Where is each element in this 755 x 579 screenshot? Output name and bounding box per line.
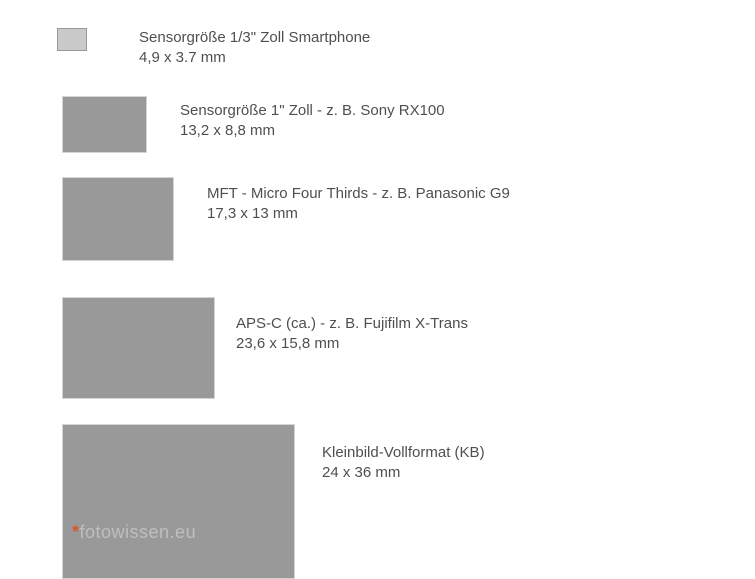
sensor-label: Kleinbild-Vollformat (KB) 24 x 36 mm	[322, 443, 485, 484]
sensor-label: MFT - Micro Four Thirds - z. B. Panasoni…	[207, 184, 510, 225]
credit-line: *fotowissen.eu	[72, 522, 196, 543]
sensor-title: MFT - Micro Four Thirds - z. B. Panasoni…	[207, 185, 510, 202]
sensor-title: APS-C (ca.) - z. B. Fujifilm X-Trans	[236, 315, 468, 332]
sensor-row	[62, 96, 147, 153]
sensor-size-diagram: Sensorgröße 1/3" Zoll Smartphone 4,9 x 3…	[0, 0, 755, 579]
sensor-row	[57, 28, 87, 51]
sensor-label: Sensorgröße 1" Zoll - z. B. Sony RX100 1…	[180, 101, 445, 142]
sensor-dimensions: 24 x 36 mm	[322, 463, 485, 483]
sensor-title: Sensorgröße 1/3" Zoll Smartphone	[139, 29, 370, 46]
credit-star-icon: *	[72, 522, 80, 542]
sensor-title: Sensorgröße 1" Zoll - z. B. Sony RX100	[180, 102, 445, 119]
sensor-dimensions: 23,6 x 15,8 mm	[236, 334, 468, 354]
sensor-title: Kleinbild-Vollformat (KB)	[322, 444, 485, 461]
sensor-swatch	[62, 177, 174, 261]
sensor-swatch	[62, 424, 295, 579]
sensor-swatch	[62, 297, 215, 399]
sensor-dimensions: 13,2 x 8,8 mm	[180, 121, 445, 141]
sensor-row	[62, 297, 215, 399]
sensor-label: APS-C (ca.) - z. B. Fujifilm X-Trans 23,…	[236, 314, 468, 355]
sensor-row	[62, 424, 295, 579]
sensor-dimensions: 4,9 x 3.7 mm	[139, 48, 370, 68]
sensor-swatch	[57, 28, 87, 51]
sensor-label: Sensorgröße 1/3" Zoll Smartphone 4,9 x 3…	[139, 28, 370, 69]
sensor-row	[62, 177, 174, 261]
credit-text: fotowissen.eu	[80, 522, 197, 542]
sensor-dimensions: 17,3 x 13 mm	[207, 204, 510, 224]
sensor-swatch	[62, 96, 147, 153]
